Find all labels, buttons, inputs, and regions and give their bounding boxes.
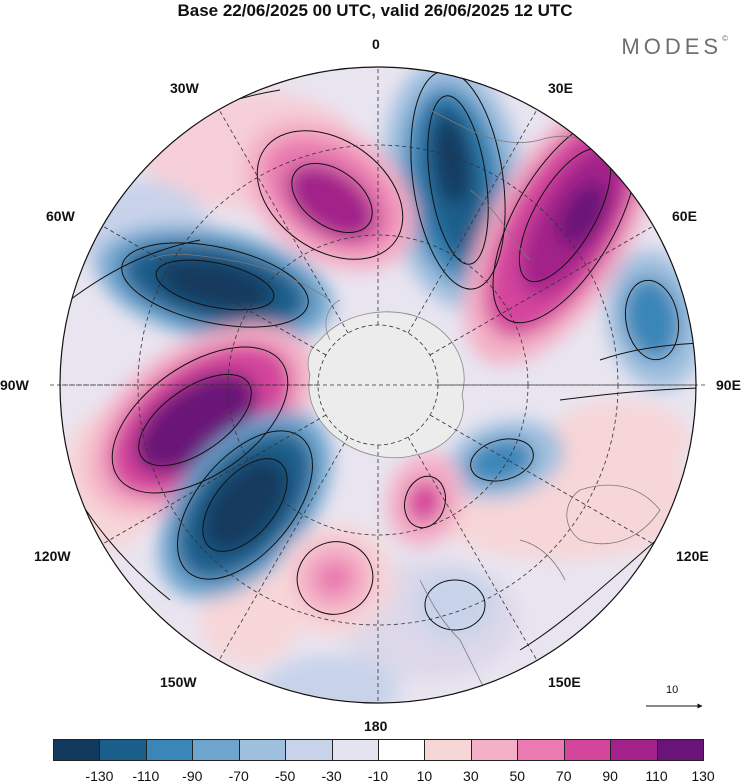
colorbar-swatch xyxy=(424,739,472,761)
vector-scale-label: 10 xyxy=(666,684,679,696)
colorbar-swatch xyxy=(378,739,426,761)
colorbar-swatch xyxy=(53,739,101,761)
lon-label-60e: 60E xyxy=(672,208,697,224)
brand-text: MODES xyxy=(621,34,723,59)
meridian-line xyxy=(102,225,327,356)
colorbar-swatch xyxy=(331,739,379,761)
lon-label-90w: 90W xyxy=(0,377,29,393)
meridian-line xyxy=(102,414,327,545)
colorbar-tick-label: -10 xyxy=(367,768,389,784)
colorbar-tick-label: -110 xyxy=(132,768,160,784)
colorbar-swatch xyxy=(563,739,612,761)
colorbar-swatch xyxy=(145,739,194,761)
colorbar-tick-label: 70 xyxy=(555,768,572,784)
meridian-line xyxy=(429,225,654,356)
map-title: Base 22/06/2025 00 UTC, valid 26/06/2025… xyxy=(177,1,573,20)
colorbar-tick-label: 10 xyxy=(416,768,433,784)
colorbar-tick-label: 90 xyxy=(602,768,618,784)
modes-logo: MODES© xyxy=(621,34,728,60)
lon-label-60w: 60W xyxy=(46,208,75,224)
lon-label-150e: 150E xyxy=(548,674,581,690)
meridian-line xyxy=(218,109,349,334)
lon-label-120e: 120E xyxy=(676,548,709,564)
colorbar-swatch xyxy=(656,739,704,761)
colorbar-swatch xyxy=(192,739,240,761)
colorbar-swatch xyxy=(238,739,287,761)
lon-label-30w: 30W xyxy=(170,80,199,96)
colorbar-tick-label: -30 xyxy=(321,768,342,784)
colorbar-tick-label: 50 xyxy=(509,768,526,784)
lon-label-0: 0 xyxy=(372,36,380,52)
lon-label-120w: 120W xyxy=(34,548,71,564)
colorbar-tick-label: 30 xyxy=(463,768,479,784)
colorbar-swatch xyxy=(610,739,658,761)
lon-label-30e: 30E xyxy=(548,80,573,96)
colorbar-tick-label: -90 xyxy=(182,768,203,784)
copyright-mark: © xyxy=(722,34,728,43)
colorbar-swatch xyxy=(470,739,519,761)
colorbar-tick-label: -70 xyxy=(228,768,249,784)
lon-label-150w: 150W xyxy=(160,674,197,690)
meridian-line xyxy=(407,109,538,334)
field-layer xyxy=(60,67,696,703)
colorbar-tick-label: 110 xyxy=(645,768,668,784)
map-boundary xyxy=(59,66,697,704)
colorbar-tick-label: -130 xyxy=(85,768,114,784)
colorbar-swatch xyxy=(99,739,147,761)
colorbar-tick-label: -50 xyxy=(275,768,296,784)
lon-label-90e: 90E xyxy=(716,377,741,393)
colorbar-tick-label: 130 xyxy=(691,768,715,784)
meridians xyxy=(50,67,706,703)
meridian-line xyxy=(407,436,538,661)
colorbar-swatch xyxy=(285,739,333,761)
lon-label-180: 180 xyxy=(364,718,388,734)
meridian-line xyxy=(429,414,654,545)
colorbar-swatch xyxy=(517,739,565,761)
meridian-line xyxy=(218,436,349,661)
